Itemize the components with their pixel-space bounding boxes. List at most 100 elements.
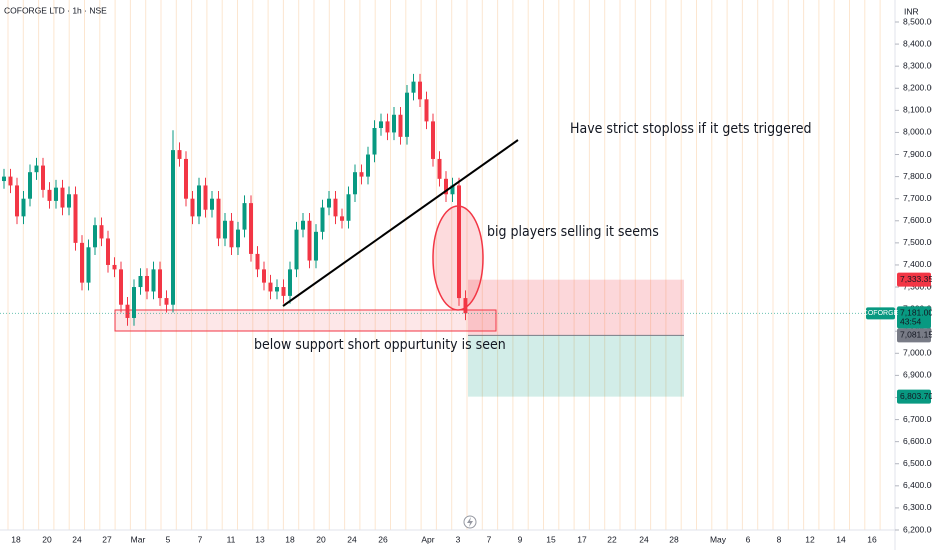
countdown: 43:54 [900,317,922,327]
y-tick-label: 8,300.00 [903,60,932,70]
x-tick-label: Mar [131,534,146,544]
y-tick-label: 7,500.00 [903,237,932,247]
candle-body [190,198,195,217]
candle-body [223,220,227,239]
x-tick-label: 18 [11,534,21,544]
candle-body [34,165,39,173]
x-tick-label: 14 [836,534,846,544]
candle-body [15,185,19,217]
x-tick-label: 7 [487,534,492,544]
candle-body [437,158,442,179]
x-tick-label: 8 [777,534,782,544]
y-tick-label: 6,700.00 [903,414,932,424]
candle-body [268,282,273,292]
candle-body [2,176,6,182]
candle-body [177,150,182,159]
x-tick-label: 27 [102,534,112,544]
x-tick-label: 15 [546,534,556,544]
candle-body [255,253,260,270]
price-badge [897,272,931,287]
y-tick-label: 6,500.00 [903,458,932,468]
candle-body [340,216,344,221]
y-tick-label: 8,200.00 [903,83,932,93]
candle-body [288,269,292,296]
x-tick-label: 17 [577,534,587,544]
candle-body [158,269,162,299]
candle-body [411,81,416,93]
candle-body [242,203,247,230]
y-tick-label: 8,000.00 [903,127,932,137]
candle-body [450,185,455,195]
candle-body [86,247,91,283]
x-tick-label: 13 [255,534,265,544]
y-tick-label: 6,400.00 [903,480,932,490]
candle-body [444,178,448,195]
icon-bolt[interactable] [467,517,473,527]
stop-zone [468,279,684,336]
candle-body [262,269,266,283]
x-tick-label: 5 [166,534,171,544]
y-tick-label: 6,200.00 [903,524,932,534]
candle-body [47,189,52,201]
candle-body [457,185,461,299]
symbol-label: COFORGE [863,310,899,317]
session-separators [7,0,881,530]
candle-body [301,220,305,230]
highlight-ellipse [432,205,484,311]
candle-body [151,269,156,292]
price-badge [897,328,931,343]
y-tick-label: 8,500.00 [903,16,932,26]
last-price-label: 7,181.00 [900,308,932,318]
candle-body [275,287,279,292]
candle-body [366,154,370,177]
annotation: big players selling it seems [487,224,659,240]
x-tick-label: 20 [42,534,52,544]
candle-body [405,92,409,137]
candle-body [171,150,175,305]
candle-body [314,231,318,261]
y-tick-label: 7,700.00 [903,193,932,203]
candle-body [73,194,78,243]
candle-body [236,229,240,248]
trend-line [282,139,519,307]
y-tick-label: 7,800.00 [903,171,932,181]
x-tick-label: 7 [198,534,203,544]
x-tick-label: 11 [227,534,236,544]
candles [2,73,468,326]
candle-body [385,121,390,133]
price-badge-label: 7,333.35 [900,274,932,284]
y-tick-label: 8,100.00 [903,105,932,115]
candle-body [320,207,325,232]
price-badge [897,389,931,404]
x-tick-label: 6 [746,534,751,544]
candle-body [125,304,130,318]
candle-body [67,194,71,208]
candle-body [54,187,58,201]
candle-body [424,99,429,122]
x-tick-label: Apr [421,534,434,544]
x-tick-label: 9 [518,534,523,544]
candle-body [294,229,299,270]
candle-body [106,238,110,265]
candle-body [431,121,435,159]
candle-body [307,220,312,261]
candle-body [21,198,26,217]
price-badge-label: 6,803.70 [900,391,932,401]
symbol-badge [866,307,895,320]
x-tick-label: 3 [456,534,461,544]
candle-body [60,187,65,208]
y-tick-label: 6,900.00 [903,370,932,380]
candle-body [229,220,234,248]
replay-icon[interactable] [463,515,477,529]
candle-body [80,242,84,283]
candle-body [392,114,396,133]
support-zone [114,309,497,332]
candle-body [41,165,45,190]
x-tick-label: 24 [639,534,649,544]
annotation: Have strict stoploss if it gets triggere… [570,121,812,137]
annotation: below support short oppurtunity is seen [254,337,506,353]
chart-title: COFORGE LTD · 1h · NSE [4,5,107,15]
y-tick-label: 7,900.00 [903,149,932,159]
x-tick-label: 20 [316,534,326,544]
